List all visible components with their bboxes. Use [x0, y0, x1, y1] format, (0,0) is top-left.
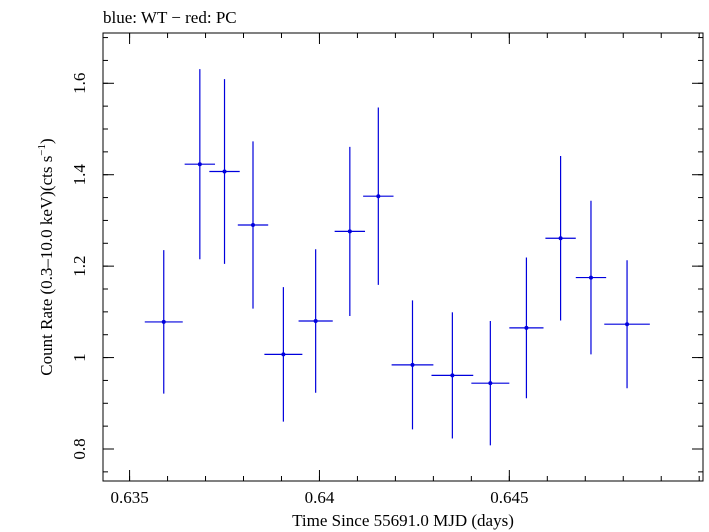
data-point — [298, 249, 333, 393]
data-point — [391, 300, 434, 430]
y-tick-label: 1 — [70, 353, 89, 362]
plot-frame — [102, 32, 704, 482]
data-point — [144, 250, 183, 394]
data-point — [334, 146, 366, 316]
point-marker — [450, 373, 455, 378]
data-point — [184, 69, 216, 260]
data-point — [575, 200, 607, 355]
data-point — [509, 257, 544, 399]
point-marker — [281, 352, 286, 357]
data-point — [264, 287, 303, 422]
point-marker — [558, 236, 563, 241]
y-tick-label: 0.8 — [70, 438, 89, 459]
data-point — [431, 312, 474, 439]
point-marker — [588, 275, 593, 280]
point-marker — [376, 194, 381, 199]
point-marker — [410, 362, 415, 367]
data-point — [237, 141, 269, 309]
y-tick-label: 1.6 — [70, 73, 89, 94]
point-marker — [488, 381, 493, 386]
x-tick-label: 0.645 — [490, 488, 528, 507]
point-marker — [161, 319, 166, 324]
point-marker — [313, 319, 318, 323]
point-marker — [524, 325, 529, 330]
point-marker — [347, 229, 352, 234]
x-tick-label: 0.64 — [305, 488, 335, 507]
data-point — [363, 107, 394, 285]
y-axis-label-main: Count Rate (0.3–10.0 keV)(cts s — [37, 156, 56, 376]
data-point — [471, 321, 510, 446]
y-tick-label: 1.4 — [70, 164, 89, 186]
data-point — [604, 260, 650, 389]
data-points — [144, 69, 650, 446]
point-marker — [625, 322, 630, 327]
data-point — [209, 79, 240, 264]
tick-labels: 0.635 0.64 0.645 0.8 1 1.2 1.4 1.6 — [70, 73, 528, 507]
y-tick-label: 1.2 — [70, 256, 89, 277]
y-axis-label-superscript: −1 — [36, 144, 48, 156]
x-tick-label: 0.635 — [110, 488, 148, 507]
axis-ticks — [103, 33, 703, 481]
point-marker — [251, 223, 255, 227]
x-axis-label: Time Since 55691.0 MJD (days) — [292, 511, 514, 530]
chart-title: blue: WT − red: PC — [103, 8, 237, 27]
point-marker — [197, 162, 202, 167]
y-axis-label: Count Rate (0.3–10.0 keV)(cts s−1) — [36, 138, 56, 375]
y-axis-label-close: ) — [37, 138, 56, 144]
point-marker — [222, 169, 227, 174]
data-point — [545, 155, 576, 321]
